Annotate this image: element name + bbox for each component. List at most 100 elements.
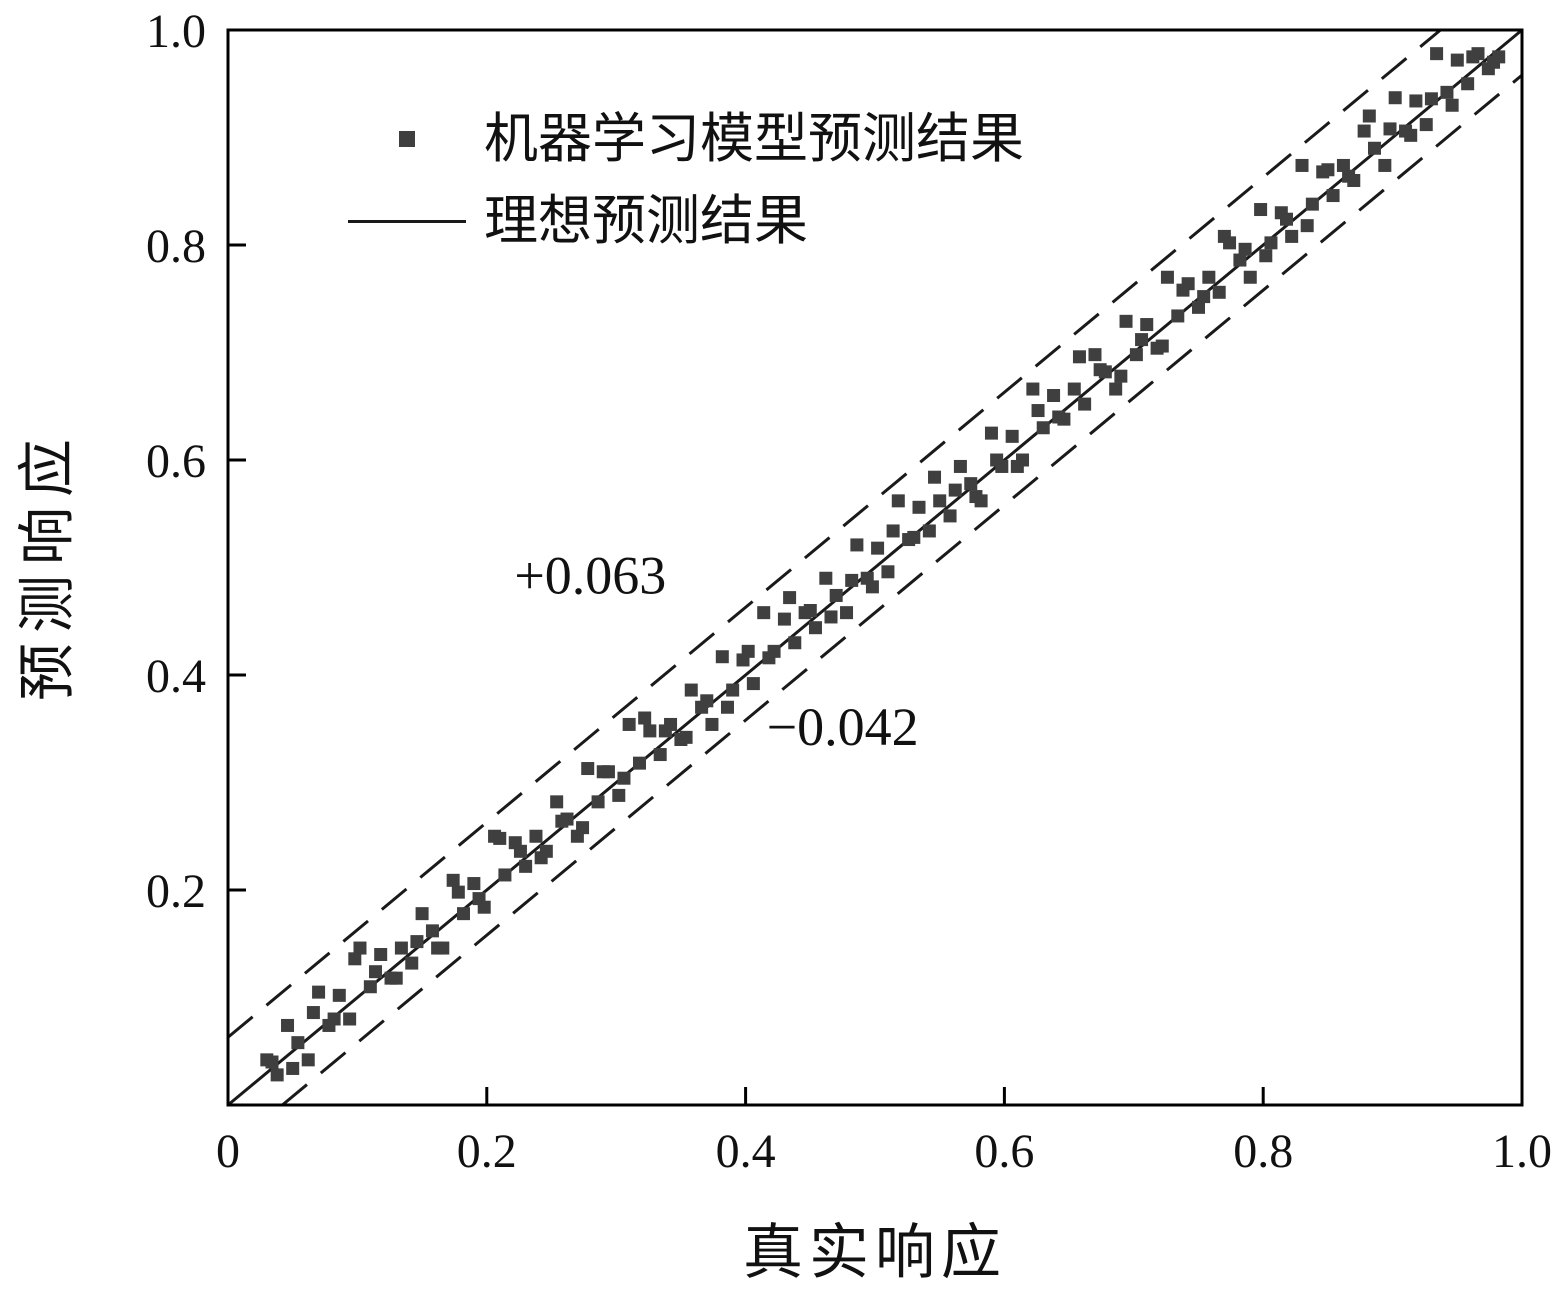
scatter-point xyxy=(1072,350,1086,364)
x-tick-label: 0.2 xyxy=(457,1125,517,1178)
scatter-point xyxy=(653,748,667,762)
scatter-point xyxy=(1109,382,1123,396)
scatter-point xyxy=(658,724,672,738)
scatter-point xyxy=(1238,242,1252,256)
scatter-point xyxy=(1466,50,1480,64)
scatter-point xyxy=(850,538,864,552)
scatter-point xyxy=(281,1018,295,1032)
scatter-point xyxy=(1259,249,1273,263)
scatter-point xyxy=(498,868,512,882)
scatter-point xyxy=(301,1053,315,1067)
scatter-point xyxy=(824,610,838,624)
scatter-point xyxy=(374,948,388,961)
scatter-points xyxy=(260,47,1506,1082)
scatter-point xyxy=(1409,94,1423,108)
scatter-point xyxy=(348,952,362,966)
scatter-point xyxy=(1176,283,1190,297)
band-annotation: +0.063 xyxy=(514,545,666,605)
scatter-point xyxy=(1264,236,1278,250)
error-band-line xyxy=(281,73,1523,1107)
scatter-point xyxy=(865,580,879,594)
scatter-point xyxy=(312,985,326,999)
x-tick-label: 0.4 xyxy=(716,1125,776,1178)
scatter-point xyxy=(1119,314,1133,328)
scatter-point xyxy=(1357,124,1371,138)
plot-frame xyxy=(226,28,1524,1107)
scatter-point xyxy=(1404,128,1418,142)
scatter-point xyxy=(886,524,900,538)
scatter-point xyxy=(1031,404,1045,418)
scatter-point xyxy=(1285,229,1299,243)
scatter-point xyxy=(513,844,527,858)
scatter-point xyxy=(1445,98,1459,112)
scatter-point xyxy=(1326,189,1340,203)
scatter-point xyxy=(389,971,403,985)
scatter-point xyxy=(1088,348,1102,362)
scatter-point xyxy=(1487,55,1501,69)
scatter-point xyxy=(1305,197,1319,211)
scatter-point xyxy=(803,604,817,617)
error-band-lines xyxy=(227,28,1523,1107)
scatter-point xyxy=(1367,141,1381,155)
scatter-point xyxy=(1233,253,1247,267)
scatter-point xyxy=(953,459,967,473)
square-marker-icon xyxy=(399,131,415,147)
scatter-point xyxy=(467,877,481,891)
scatter-point xyxy=(1155,339,1169,353)
scatter-point xyxy=(943,509,957,523)
scatter-point xyxy=(643,724,657,738)
error-band-line xyxy=(227,28,1442,1039)
y-tick-label: 1.0 xyxy=(146,5,206,58)
scatter-point xyxy=(591,795,605,809)
scatter-point xyxy=(638,711,652,725)
scatter-point xyxy=(933,494,947,508)
scatter-point xyxy=(788,636,802,650)
scatter-point xyxy=(1135,333,1149,347)
x-tick-label: 0.6 xyxy=(974,1125,1034,1178)
scatter-point xyxy=(757,606,771,620)
scatter-point xyxy=(964,477,978,491)
scatter-point xyxy=(1378,158,1392,172)
scatter-point xyxy=(534,851,548,865)
scatter-point xyxy=(1212,285,1226,299)
scatter-point xyxy=(1114,369,1128,383)
legend-item-line: 理想预测结果 xyxy=(348,194,1024,248)
axis-tick-labels: 0 0.2 0.4 0.6 0.8 1.0 0.2 0.4 0.6 0.8 1.0 xyxy=(146,5,1552,1178)
scatter-point xyxy=(529,829,543,843)
scatter-point xyxy=(353,941,367,955)
scatter-point xyxy=(1026,382,1040,396)
legend-label-scatter: 机器学习模型预测结果 xyxy=(484,109,1024,169)
scatter-point xyxy=(720,700,734,714)
scatter-point xyxy=(1067,382,1081,396)
scatter-point xyxy=(519,859,533,873)
legend-label-line: 理想预测结果 xyxy=(484,191,808,251)
scatter-point xyxy=(446,873,460,887)
scatter-point xyxy=(363,980,377,994)
scatter-point xyxy=(265,1055,279,1069)
scatter-point xyxy=(1052,410,1066,424)
scatter-point xyxy=(907,530,921,544)
scatter-point xyxy=(1093,363,1107,377)
scatter-point xyxy=(622,717,636,731)
scatter-point xyxy=(431,941,445,955)
scatter-point xyxy=(777,612,791,626)
scatter-point xyxy=(845,573,859,587)
scatter-point xyxy=(410,935,424,949)
scatter-point xyxy=(1362,109,1376,123)
scatter-point xyxy=(596,765,610,779)
scatter-point xyxy=(472,892,486,906)
scatter-point xyxy=(808,621,822,635)
band-annotations: +0.063 −0.042 xyxy=(514,545,918,757)
scatter-point xyxy=(1419,118,1433,132)
scatter-point xyxy=(1140,318,1154,332)
scatter-point xyxy=(1197,290,1211,304)
y-tick-label: 0.6 xyxy=(146,435,206,488)
y-tick-label: 0.4 xyxy=(146,650,206,703)
scatter-point xyxy=(912,500,926,514)
scatter-point xyxy=(286,1061,300,1075)
x-tick-label: 0.8 xyxy=(1233,1125,1293,1178)
scatter-point xyxy=(555,814,569,828)
scatter-point xyxy=(617,771,631,785)
scatter-point xyxy=(684,683,698,697)
